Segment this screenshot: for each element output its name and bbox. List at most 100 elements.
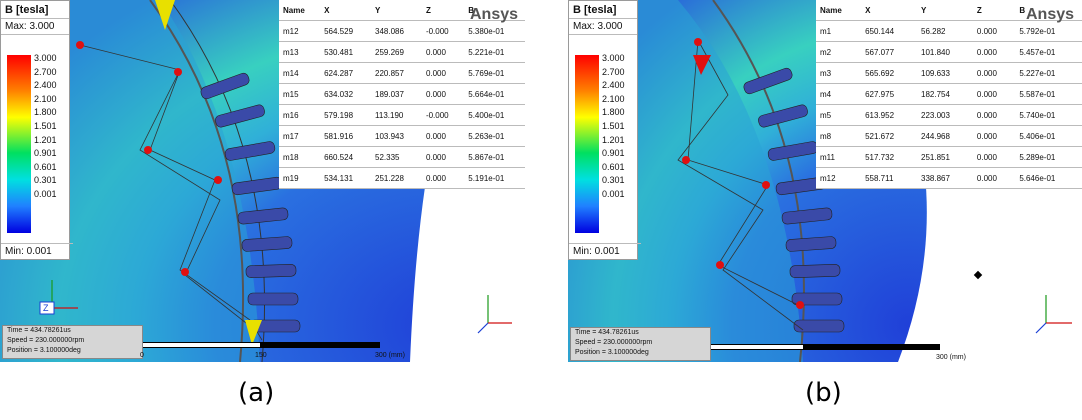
legend-tick: 3.000 bbox=[602, 53, 625, 63]
legend-tick: 2.100 bbox=[602, 93, 625, 104]
table-cell: 5.406e-01 bbox=[1015, 125, 1082, 147]
table-row: m2 567.077 101.840 0.000 5.457e-01 bbox=[816, 41, 1082, 63]
table-cell: 650.144 bbox=[861, 20, 917, 42]
table-row: m5 613.952 223.003 0.000 5.740e-01 bbox=[816, 104, 1082, 126]
table-cell: 558.711 bbox=[861, 167, 917, 189]
table-cell: 634.032 bbox=[320, 83, 372, 105]
table-cell: 259.269 bbox=[371, 41, 422, 63]
legend-tick: 1.800 bbox=[34, 107, 57, 118]
table-cell: 5.227e-01 bbox=[1015, 62, 1082, 84]
legend-title: B [tesla] bbox=[569, 1, 637, 19]
table-cell: 103.943 bbox=[371, 125, 422, 147]
col-x: X bbox=[320, 0, 372, 21]
position-text: Position = 3.100000deg bbox=[575, 349, 649, 356]
caption-a: (a) bbox=[238, 378, 275, 408]
table-cell: 109.633 bbox=[917, 62, 973, 84]
table-cell: 189.037 bbox=[371, 83, 422, 105]
table-cell: m19 bbox=[279, 167, 321, 189]
legend-ticks: 3.000 2.700 2.400 2.100 1.800 1.501 1.201 0.901… bbox=[34, 52, 57, 202]
table-cell: 0.000 bbox=[421, 41, 465, 63]
legend-tick: 0.601 bbox=[602, 161, 625, 172]
table-cell: 613.952 bbox=[861, 104, 917, 126]
position-text: Position = 3.100000deg bbox=[7, 347, 81, 354]
solution-info-b: Time = 434.78261us Speed = 230.000000rpm… bbox=[570, 327, 711, 361]
table-row: m12 558.711 338.867 0.000 5.646e-01 bbox=[816, 167, 1082, 189]
table-row: m3 565.692 109.633 0.000 5.227e-01 bbox=[816, 62, 1082, 84]
table-cell: m2 bbox=[816, 41, 862, 63]
legend-tick: 1.201 bbox=[34, 134, 57, 145]
table-row: m18 660.524 52.335 0.000 5.867e-01 bbox=[279, 146, 525, 168]
legend-tick: 0.601 bbox=[34, 161, 57, 172]
scale-end: 300 (mm) bbox=[375, 352, 405, 359]
table-cell: 223.003 bbox=[917, 104, 973, 126]
legend-tick: 1.501 bbox=[602, 120, 625, 131]
table-cell: 251.851 bbox=[917, 146, 973, 168]
table-cell: 220.857 bbox=[371, 62, 422, 84]
table-cell: 5.769e-01 bbox=[464, 62, 525, 84]
table-cell: 0.000 bbox=[421, 125, 465, 147]
table-cell: 56.282 bbox=[917, 20, 973, 42]
table-cell: 660.524 bbox=[320, 146, 372, 168]
table-cell: 5.646e-01 bbox=[1015, 167, 1082, 189]
color-legend-b: B [tesla] Max: 3.000 3.000 2.700 2.400 2.10… bbox=[568, 0, 641, 260]
table-cell: 565.692 bbox=[861, 62, 917, 84]
table-cell: 0.000 bbox=[421, 146, 465, 168]
table-cell: 113.190 bbox=[371, 104, 422, 126]
legend-tick: 1.201 bbox=[602, 134, 625, 145]
table-cell: m13 bbox=[279, 41, 321, 63]
field-plot-b[interactable]: Name X Y Z B m1 650.144 56.282 0.000 5.792e-… bbox=[568, 0, 1082, 362]
time-text: Time = 434.78261us bbox=[575, 329, 639, 336]
table-cell: 530.481 bbox=[320, 41, 372, 63]
legend-tick: 0.001 bbox=[602, 188, 625, 199]
table-cell: 251.228 bbox=[371, 167, 422, 189]
legend-tick: 2.400 bbox=[34, 80, 57, 91]
table-row: m12 564.529 348.086 -0.000 5.380e-01 bbox=[279, 20, 525, 42]
table-cell: 534.131 bbox=[320, 167, 372, 189]
table-cell: 0.000 bbox=[972, 125, 1016, 147]
table-row: m15 634.032 189.037 0.000 5.664e-01 bbox=[279, 83, 525, 105]
table-cell: 5.289e-01 bbox=[1015, 146, 1082, 168]
table-cell: 579.198 bbox=[320, 104, 372, 126]
color-legend-a: B [tesla] Max: 3.000 3.000 2.700 2.400 2.10… bbox=[0, 0, 73, 260]
legend-min: Min: 0.001 bbox=[569, 243, 641, 259]
marker-table-a: Name X Y Z B m12 564.529 348.086 -0.000 5.38… bbox=[279, 0, 525, 189]
table-cell: -0.000 bbox=[421, 104, 465, 126]
field-plot-a[interactable]: Z Name X Y Z B m12 564.529 348.086 -0.000 5.… bbox=[0, 0, 525, 362]
legend-tick: 2.700 bbox=[34, 66, 57, 77]
time-text: Time = 434.78261us bbox=[7, 327, 71, 334]
col-z: Z bbox=[421, 0, 465, 21]
table-row: m1 650.144 56.282 0.000 5.792e-01 bbox=[816, 20, 1082, 42]
table-cell: 0.000 bbox=[972, 167, 1016, 189]
legend-tick: 3.000 bbox=[34, 53, 57, 63]
table-row: m17 581.916 103.943 0.000 5.263e-01 bbox=[279, 125, 525, 147]
legend-max: Max: 3.000 bbox=[1, 19, 69, 35]
ansys-logo: Ansys bbox=[470, 6, 519, 23]
col-y: Y bbox=[371, 0, 422, 21]
table-cell: m17 bbox=[279, 125, 321, 147]
colorbar bbox=[7, 55, 31, 233]
table-cell: m1 bbox=[816, 20, 862, 42]
table-cell: 0.000 bbox=[421, 167, 465, 189]
scale-end: 300 (mm) bbox=[936, 354, 966, 361]
legend-title: B [tesla] bbox=[1, 1, 69, 19]
table-cell: 0.000 bbox=[972, 104, 1016, 126]
table-cell: 5.664e-01 bbox=[464, 83, 525, 105]
legend-tick: 0.301 bbox=[602, 175, 625, 186]
legend-tick: 2.100 bbox=[34, 93, 57, 104]
table-cell: m11 bbox=[816, 146, 862, 168]
table-cell: 5.380e-01 bbox=[464, 20, 525, 42]
table-cell: 5.263e-01 bbox=[464, 125, 525, 147]
table-cell: 338.867 bbox=[917, 167, 973, 189]
marker-table-b: Name X Y Z B m1 650.144 56.282 0.000 5.792e-… bbox=[816, 0, 1082, 189]
table-cell: m14 bbox=[279, 62, 321, 84]
speed-text: Speed = 230.000000rpm bbox=[575, 339, 653, 346]
table-cell: m4 bbox=[816, 83, 862, 105]
table-cell: 5.867e-01 bbox=[464, 146, 525, 168]
table-cell: 564.529 bbox=[320, 20, 372, 42]
colorbar bbox=[575, 55, 599, 233]
legend-tick: 1.501 bbox=[34, 120, 57, 131]
legend-ticks: 3.000 2.700 2.400 2.100 1.800 1.501 1.201 0.901… bbox=[602, 52, 625, 202]
legend-tick: 1.800 bbox=[602, 107, 625, 118]
table-cell: 521.672 bbox=[861, 125, 917, 147]
table-cell: m3 bbox=[816, 62, 862, 84]
